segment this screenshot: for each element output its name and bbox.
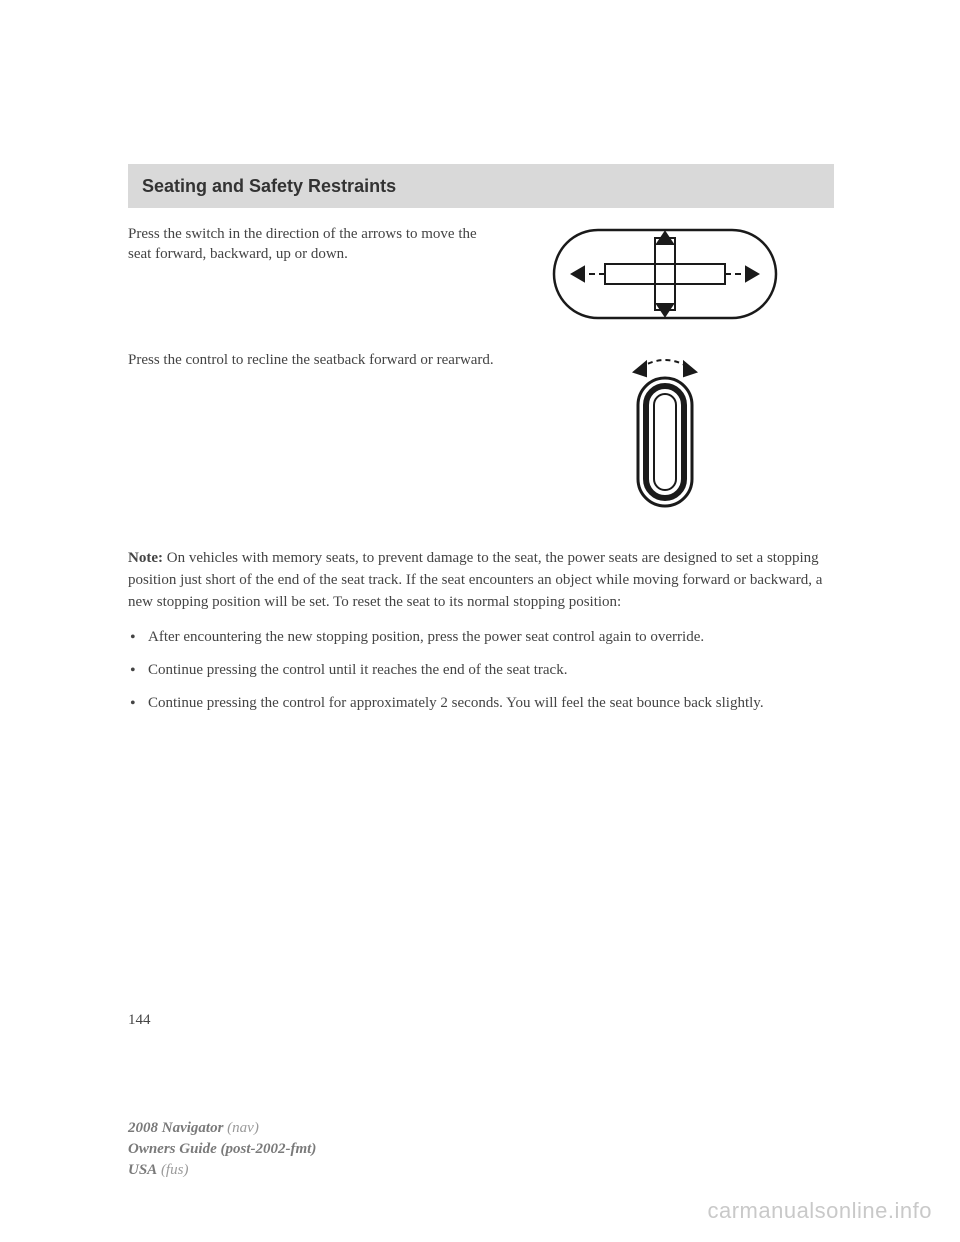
instruction-text-1: Press the switch in the direction of the… (128, 224, 495, 324)
footer-model-code: (nav) (223, 1120, 258, 1136)
seat-switch-4way-icon (550, 224, 780, 324)
note-label: Note: (128, 550, 163, 566)
reset-steps-list: After encountering the new stopping posi… (128, 627, 834, 714)
watermark-text: carmanualsonline.info (707, 1198, 932, 1224)
footer-guide: Owners Guide (post-2002-fmt) (128, 1141, 316, 1157)
section-header-band: Seating and Safety Restraints (128, 164, 834, 208)
list-item: After encountering the new stopping posi… (128, 627, 834, 648)
list-item: Continue pressing the control for approx… (128, 693, 834, 714)
instruction-row-1: Press the switch in the direction of the… (128, 224, 834, 324)
footer-block: 2008 Navigator (nav) Owners Guide (post-… (128, 1118, 316, 1181)
footer-country-code: (fus) (157, 1162, 188, 1178)
page-number: 144 (128, 1012, 151, 1029)
footer-guide-line: Owners Guide (post-2002-fmt) (128, 1139, 316, 1160)
note-block: Note: On vehicles with memory seats, to … (128, 548, 834, 613)
list-item: Continue pressing the control until it r… (128, 660, 834, 681)
footer-country-line: USA (fus) (128, 1160, 316, 1181)
footer-model: 2008 Navigator (128, 1120, 223, 1136)
footer-model-line: 2008 Navigator (nav) (128, 1118, 316, 1139)
manual-page: Seating and Safety Restraints Press the … (0, 0, 960, 1242)
recline-switch-diagram (495, 350, 834, 520)
note-text: On vehicles with memory seats, to preven… (128, 550, 822, 610)
section-header-title: Seating and Safety Restraints (142, 176, 396, 197)
instruction-row-2: Press the control to recline the seatbac… (128, 350, 834, 520)
instruction-text-2: Press the control to recline the seatbac… (128, 350, 495, 520)
seat-switch-diagram (495, 224, 834, 324)
page-content: Press the switch in the direction of the… (128, 224, 834, 726)
recline-switch-icon (610, 350, 720, 520)
footer-country: USA (128, 1162, 157, 1178)
